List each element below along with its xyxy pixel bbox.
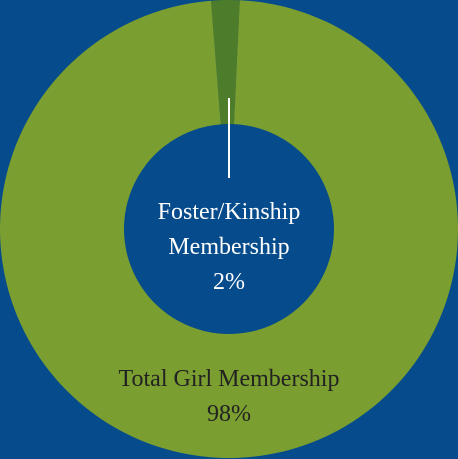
slice-value: 98%	[207, 401, 251, 427]
slice-value: 2%	[213, 269, 245, 295]
donut-slice	[211, 0, 240, 125]
slice-name: Foster/Kinship Membership	[157, 199, 301, 260]
slice-name: Total Girl Membership	[118, 366, 340, 392]
slice-label: Total Girl Membership 98%	[60, 362, 398, 432]
slice-label: Foster/Kinship Membership 2%	[129, 195, 329, 300]
